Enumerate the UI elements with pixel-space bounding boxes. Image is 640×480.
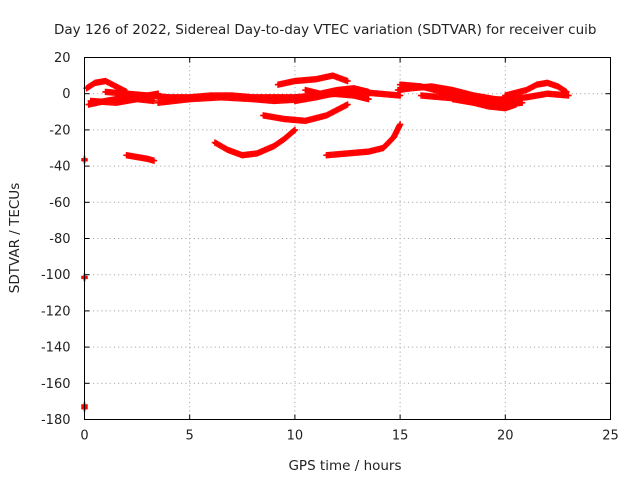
series-arc-16 xyxy=(449,95,520,112)
y-tick-label: -140 xyxy=(41,341,71,356)
y-tick-label: -40 xyxy=(49,160,70,175)
y-tick-label: -100 xyxy=(41,268,71,283)
x-tick-label: 5 xyxy=(186,429,194,444)
y-tick-label: -60 xyxy=(49,196,70,211)
x-axis-label: GPS time / hours xyxy=(288,458,401,474)
y-tick-label: -120 xyxy=(41,304,71,319)
y-tick-label: 0 xyxy=(62,87,70,102)
chart-title: Day 126 of 2022, Sidereal Day-to-day VTE… xyxy=(54,22,596,38)
y-tick-label: -180 xyxy=(41,413,71,428)
y-tick-label: -80 xyxy=(49,232,70,247)
series-arc-9 xyxy=(260,101,351,125)
y-tick-label: 20 xyxy=(54,51,71,66)
series-arc-10 xyxy=(211,126,299,159)
x-tick-label: 10 xyxy=(287,429,304,444)
series-arc-8 xyxy=(291,90,372,105)
y-axis-label: SDTVAR / TECUs xyxy=(7,183,23,293)
series-arc-11 xyxy=(123,152,158,164)
data-points xyxy=(81,72,572,412)
x-tick-label: 0 xyxy=(80,429,88,444)
series-arc-3 xyxy=(87,95,158,106)
series-arc-17 xyxy=(502,79,570,99)
x-tick-label: 15 xyxy=(392,429,409,444)
y-tick-label: -160 xyxy=(41,377,71,392)
series-arc-12 xyxy=(323,121,404,159)
y-tick-label: -20 xyxy=(49,123,70,138)
series-arc-15 xyxy=(417,90,572,105)
series-arc-6 xyxy=(274,72,351,88)
x-tick-label: 20 xyxy=(497,429,514,444)
x-tick-label: 25 xyxy=(602,429,619,444)
grid-lines xyxy=(84,57,611,420)
plot-frame xyxy=(84,57,611,420)
x-tick-labels: 0 5 10 15 20 25 xyxy=(80,429,618,444)
y-tick-labels: 20 0 -20 -40 -60 -80 -100 -120 -140 -160 -180 xyxy=(41,51,71,428)
